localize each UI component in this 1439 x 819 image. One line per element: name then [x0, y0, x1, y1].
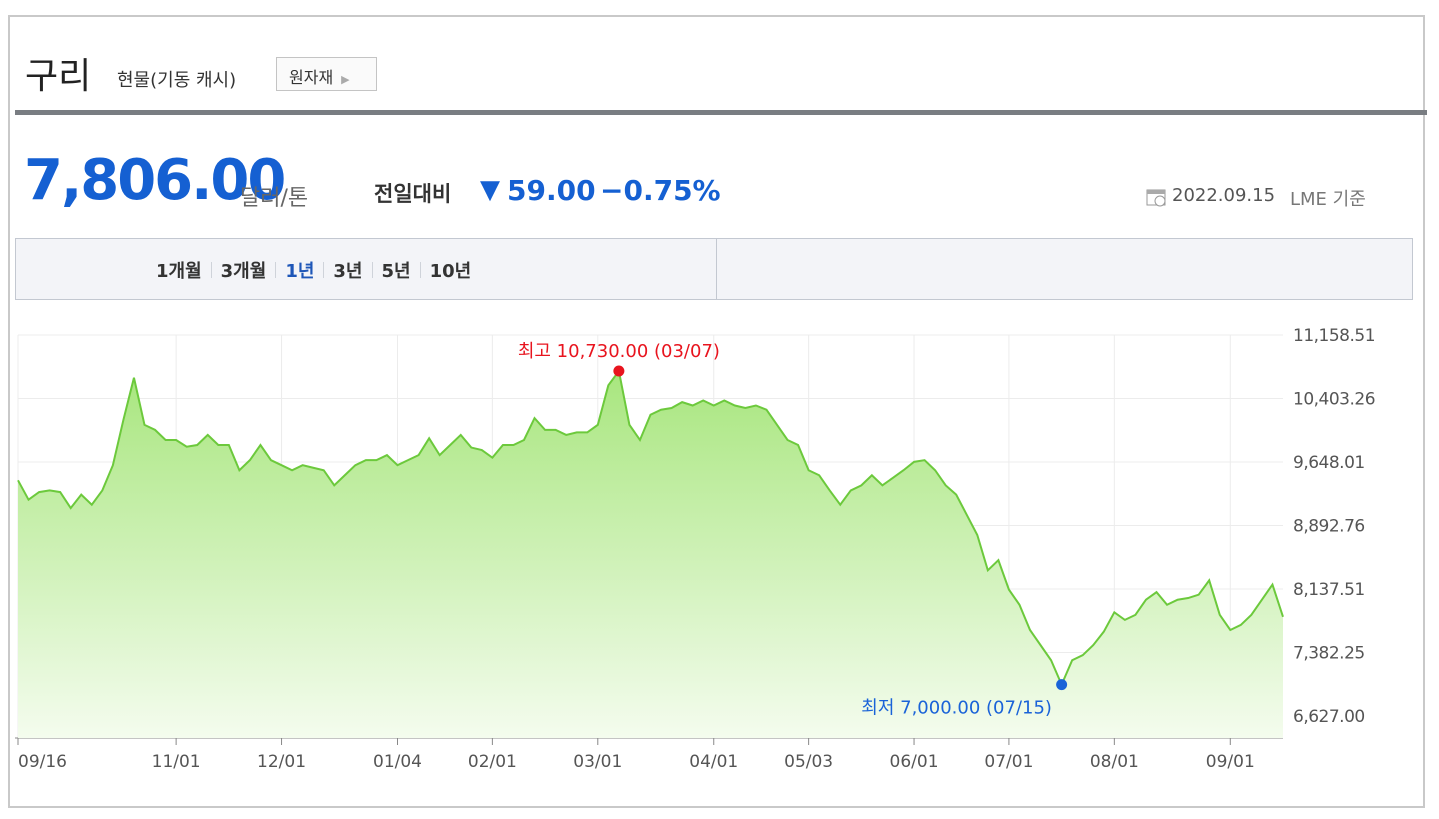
area-fill — [18, 371, 1283, 738]
period-tab[interactable]: 10년 — [429, 261, 472, 282]
tab-separator — [419, 262, 421, 278]
y-tick-label: 9,648.01 — [1293, 453, 1365, 473]
period-tab[interactable]: 3년 — [333, 261, 363, 282]
date: 2022.09.15 — [1172, 185, 1276, 206]
line — [17, 368, 1284, 688]
y-tick-label: 6,627.00 — [1293, 707, 1365, 727]
annotation-dot — [1056, 679, 1068, 691]
x-tick-label: 07/01 — [984, 752, 1033, 772]
x-tick-label: 09/16 — [18, 752, 67, 772]
x-tick-label: 03/01 — [573, 752, 622, 772]
frame — [8, 15, 1425, 808]
period-tab[interactable]: 3개월 — [220, 261, 267, 282]
source: LME 기준 — [1290, 189, 1366, 210]
calendar-icon — [1146, 189, 1166, 207]
y-tick-label: 11,158.51 — [1293, 326, 1375, 346]
tab-separator — [371, 262, 373, 278]
tab-separator — [275, 262, 277, 278]
button-label[interactable]: 원자재 — [289, 68, 334, 87]
change-percent: −0.75% — [600, 174, 721, 207]
x-tick-label: 06/01 — [890, 752, 939, 772]
tab-divider — [716, 239, 717, 299]
category-button[interactable]: 원자재 ▶ — [276, 57, 377, 91]
period-tab[interactable]: 5년 — [381, 261, 411, 282]
x-tick-label: 02/01 — [468, 752, 517, 772]
y-tick-label: 8,892.76 — [1293, 516, 1365, 536]
subtitle: 현물(기동 캐시) — [117, 70, 237, 91]
title: 구리 — [25, 56, 92, 97]
tab-separator — [323, 262, 325, 278]
x-tick-label: 11/01 — [152, 752, 201, 772]
change-label: 전일대비 — [374, 182, 452, 206]
x-tick-label: 05/03 — [784, 752, 833, 772]
tab-list: 1개월 3개월 1년 3년 5년 10년 — [156, 257, 471, 283]
period-tabs: 1개월 3개월 1년 3년 5년 10년 — [15, 238, 1413, 300]
x-tick-label: 04/01 — [689, 752, 738, 772]
y-tick-label: 7,382.25 — [1293, 644, 1365, 664]
period-tab[interactable]: 1년 — [285, 261, 315, 282]
price-unit: 달러/톤 — [240, 186, 309, 211]
annotation-label: 최고 10,730.00 (03/07) — [518, 341, 720, 362]
tab-separator — [210, 262, 212, 278]
x-tick-label: 12/01 — [257, 752, 306, 772]
period-tab[interactable]: 1개월 — [156, 261, 202, 282]
x-tick-label: 09/01 — [1206, 752, 1255, 772]
change: 59.00 — [507, 174, 596, 207]
header-rule — [15, 110, 1427, 115]
y-tick-label: 10,403.26 — [1293, 389, 1375, 409]
x-tick-label: 01/04 — [373, 752, 422, 772]
x-tick-label: 08/01 — [1090, 752, 1139, 772]
annotation-dot — [613, 365, 625, 377]
price: 7,806.00 — [24, 148, 286, 213]
change-arrow: ▼ — [480, 175, 500, 205]
annotation-label: 최저 7,000.00 (07/15) — [861, 698, 1052, 719]
y-tick-label: 8,137.51 — [1293, 580, 1365, 600]
